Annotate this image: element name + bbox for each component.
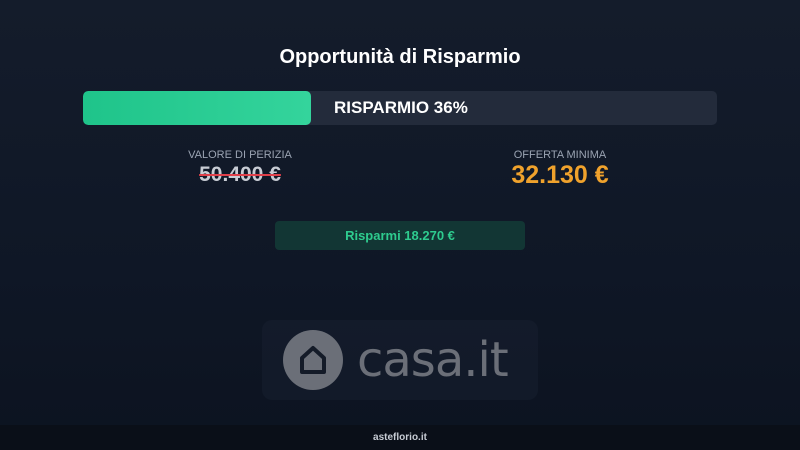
min-offer-label: OFFERTA MINIMA xyxy=(513,149,607,161)
progress-label: RISPARMIO 36% xyxy=(334,98,468,117)
footer: asteflorio.it xyxy=(0,425,800,450)
savings-badge: Risparmi 18.270 € xyxy=(275,221,525,250)
min-offer-amount: 32.130 € xyxy=(511,161,609,189)
casa-it-logo: casa.it xyxy=(262,320,538,400)
logo-text: casa.it xyxy=(357,332,509,388)
footer-text: asteflorio.it xyxy=(373,432,427,443)
appraisal-amount: 50.400 € xyxy=(199,163,281,186)
progress-fill xyxy=(83,91,312,125)
page-title: Opportunità di Risparmio xyxy=(279,46,521,68)
appraisal-label: VALORE DI PERIZIA xyxy=(188,149,292,161)
appraisal-value: VALORE DI PERIZIA 50.400 € xyxy=(170,149,310,187)
minimum-offer: OFFERTA MINIMA 32.130 € xyxy=(490,149,630,190)
savings-progress-bar: RISPARMIO 36% xyxy=(83,91,717,125)
house-icon xyxy=(283,330,343,390)
